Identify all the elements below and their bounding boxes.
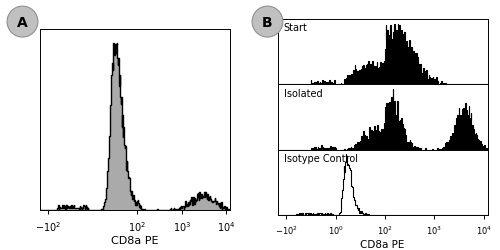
- X-axis label: CD8a PE: CD8a PE: [111, 236, 159, 246]
- Text: Isotype Control: Isotype Control: [284, 153, 358, 163]
- X-axis label: CD8a PE: CD8a PE: [360, 239, 405, 249]
- Circle shape: [7, 7, 38, 38]
- Text: Start: Start: [284, 23, 308, 33]
- Circle shape: [252, 7, 283, 38]
- Text: B: B: [262, 16, 273, 30]
- Text: Isolated: Isolated: [284, 88, 323, 98]
- Text: A: A: [17, 16, 28, 30]
